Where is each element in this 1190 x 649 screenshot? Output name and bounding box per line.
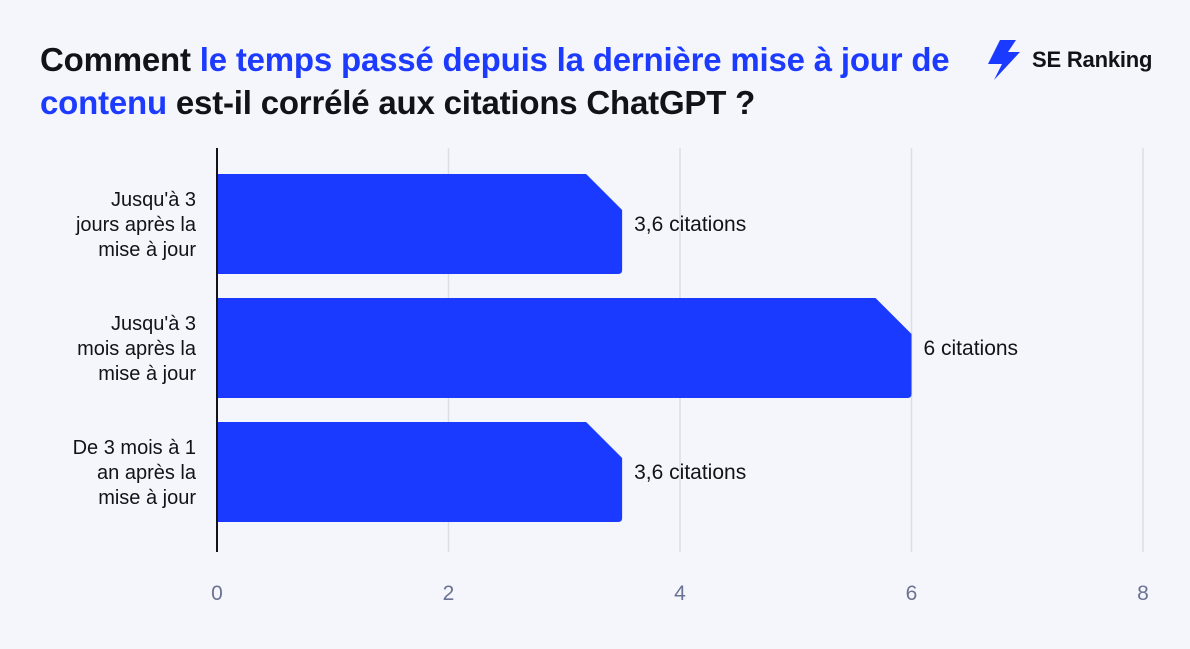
category-label: an après la xyxy=(97,462,197,484)
x-tick-label: 8 xyxy=(1137,582,1149,605)
category-label: mise à jour xyxy=(98,363,196,385)
category-label: Jusqu'à 3 xyxy=(111,313,196,335)
bar xyxy=(217,298,912,398)
se-ranking-bolt-icon xyxy=(988,40,1020,80)
title-part-0: Comment xyxy=(40,41,200,78)
category-label: De 3 mois à 1 xyxy=(73,437,196,459)
x-tick-label: 2 xyxy=(443,582,455,605)
x-tick-label: 6 xyxy=(906,582,918,605)
category-label: mise à jour xyxy=(98,487,196,509)
title-part-1: le temps passé depuis la dernière mise à… xyxy=(40,41,950,121)
bar-data-label: 6 citations xyxy=(924,337,1019,360)
bar-data-label: 3,6 citations xyxy=(634,461,746,484)
title-part-2: est-il corrélé aux citations ChatGPT ? xyxy=(166,84,756,121)
brand-logo: SE Ranking xyxy=(986,40,1152,80)
category-label: Jusqu'à 3 xyxy=(111,189,196,211)
category-label: mois après la xyxy=(77,338,197,360)
chart-title: Comment le temps passé depuis la dernièr… xyxy=(40,38,960,124)
x-tick-label: 4 xyxy=(674,582,686,605)
x-tick-label: 0 xyxy=(211,582,223,605)
category-label: mise à jour xyxy=(98,239,196,261)
brand-name: SE Ranking xyxy=(1032,47,1153,72)
category-label: jours après la xyxy=(75,214,197,236)
bar xyxy=(217,422,623,522)
bar xyxy=(217,174,623,274)
bar-data-label: 3,6 citations xyxy=(634,213,746,236)
